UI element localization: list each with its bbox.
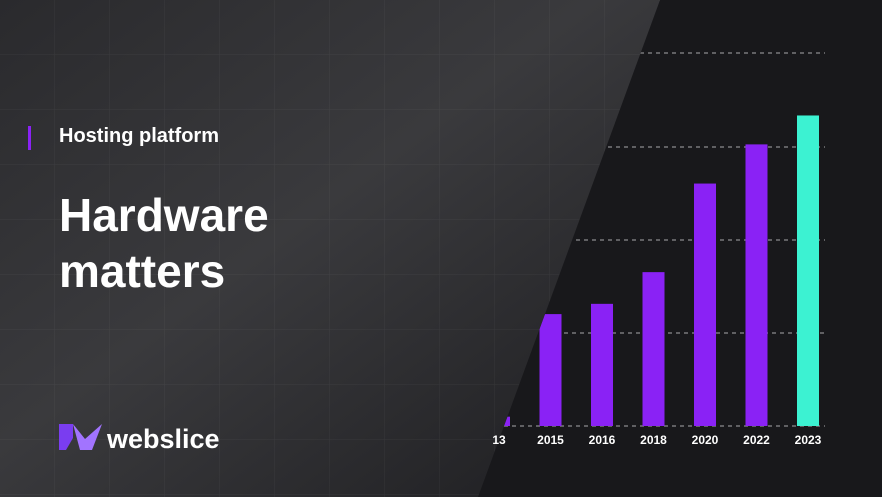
- x-tick-label: 2023: [795, 433, 822, 447]
- plot-area: [480, 52, 825, 427]
- x-tick-label: 13: [492, 433, 506, 447]
- bar: [797, 115, 819, 426]
- bar: [591, 303, 613, 426]
- logo: [59, 424, 102, 450]
- bar: [539, 314, 562, 426]
- x-tick-label: 2018: [640, 433, 667, 447]
- eyebrow: Hosting platform: [59, 125, 219, 147]
- x-tick-label: 2016: [589, 433, 616, 447]
- x-tick-label: 2015: [537, 433, 564, 447]
- bar: [642, 272, 665, 426]
- x-tick-label: 2022: [743, 433, 770, 447]
- accent-bar: [28, 126, 31, 150]
- bar: [694, 183, 716, 426]
- x-tick-label: 2020: [692, 433, 719, 447]
- grid-pattern: [0, 0, 660, 497]
- bar: [745, 144, 768, 426]
- brand-name: webslice: [107, 424, 220, 454]
- headline: Hardware matters: [59, 189, 269, 297]
